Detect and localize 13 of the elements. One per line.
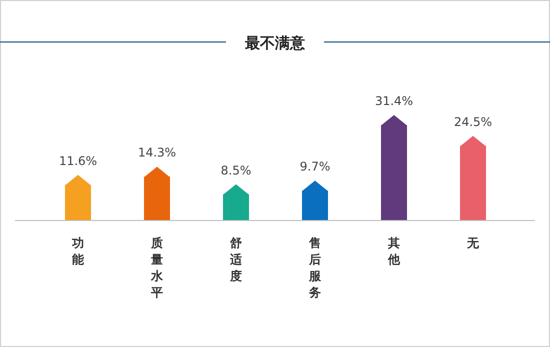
data-label: 24.5% [454, 114, 492, 129]
x-tick-label: 其他 [387, 236, 401, 266]
x-tick-label: 舒适度 [229, 236, 243, 283]
data-label: 9.7% [300, 160, 330, 174]
x-tick-label: 售后服务 [308, 236, 322, 300]
data-label: 31.4% [374, 94, 414, 108]
x-tick-label: 质量水平 [150, 236, 164, 300]
x-tick-label: 功能 [71, 236, 85, 266]
chart-title: 最不满意 [244, 34, 306, 52]
data-label: 8.5% [220, 163, 252, 178]
data-label: 14.3% [138, 146, 176, 160]
data-label: 11.6% [58, 154, 98, 168]
x-tick-label: 无 [466, 236, 480, 250]
